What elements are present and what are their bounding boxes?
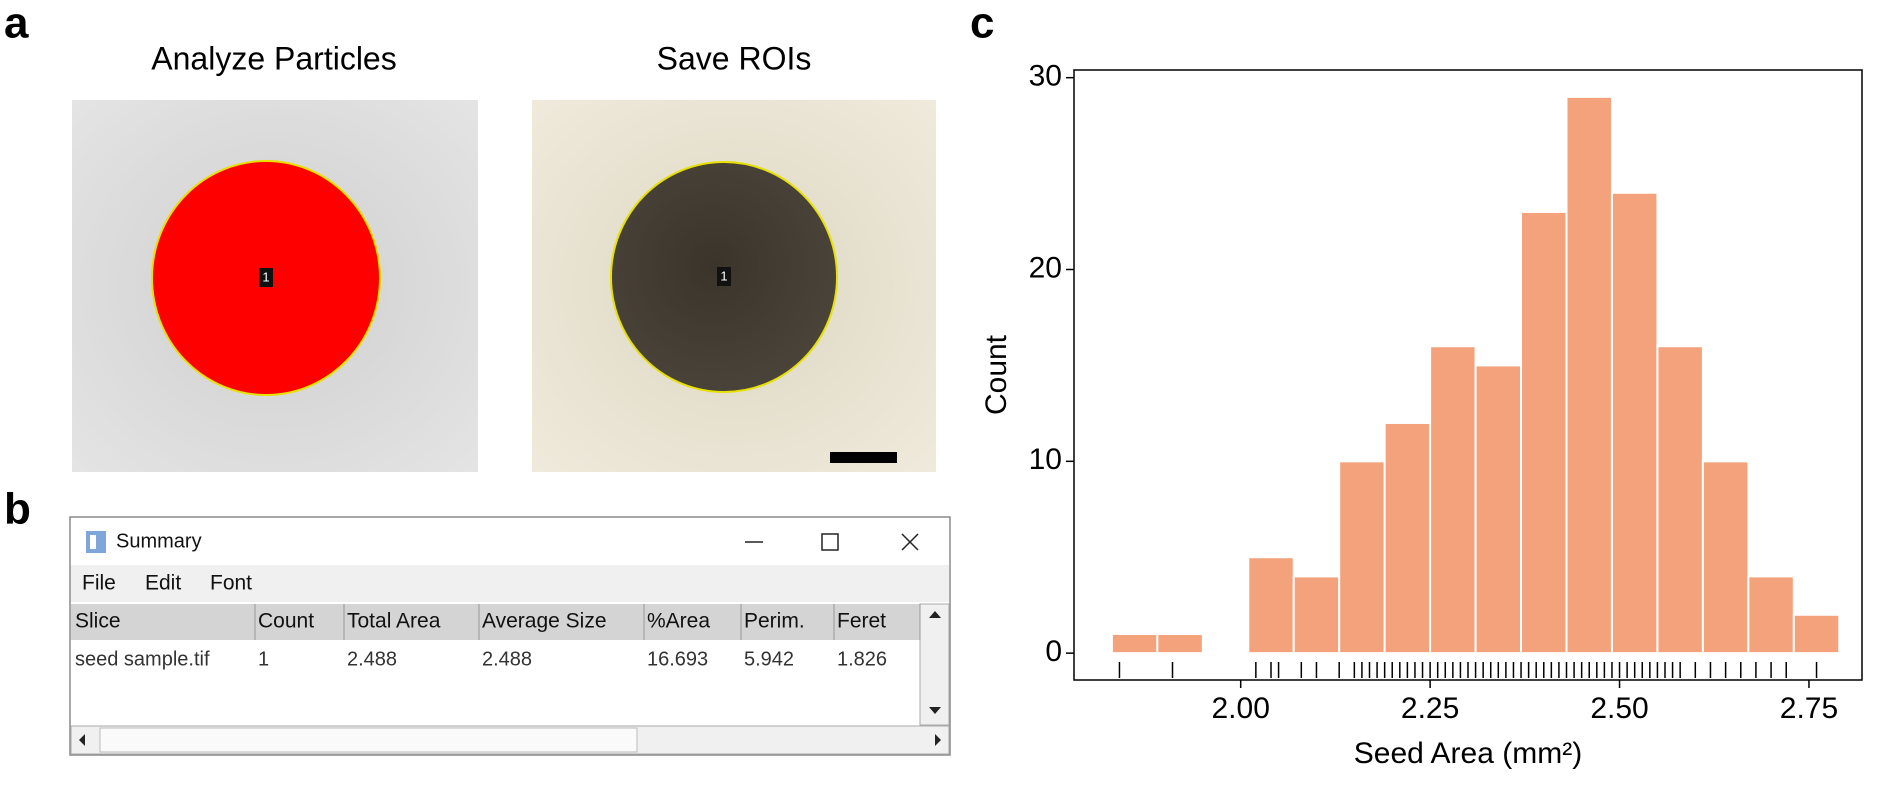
y-tick-label: 0 — [1045, 635, 1062, 668]
scroll-thumb[interactable] — [99, 727, 638, 753]
vertical-scrollbar[interactable] — [919, 603, 950, 726]
bar — [1156, 632, 1204, 655]
table-cell: 16.693 — [647, 648, 708, 670]
bar — [1656, 345, 1704, 655]
scale-bar — [830, 452, 897, 463]
bar — [1565, 95, 1613, 655]
panel-label: a — [4, 0, 29, 48]
column-header: Slice — [75, 610, 121, 633]
window-title: Summary — [116, 530, 202, 552]
bar — [1747, 575, 1795, 655]
x-tick-label: 2.00 — [1211, 692, 1269, 725]
image-title: Save ROIs — [657, 40, 812, 76]
y-tick-label: 10 — [1029, 443, 1062, 476]
bar — [1474, 364, 1523, 655]
roi-label-box — [259, 268, 273, 287]
bar — [1792, 613, 1841, 655]
x-axis-label: Seed Area (mm²) — [1354, 737, 1582, 770]
column-header: Count — [258, 610, 314, 633]
table-cell: 1 — [258, 648, 269, 670]
column-header: Feret — [837, 610, 886, 633]
menu-item: Edit — [145, 572, 181, 595]
bar — [1429, 345, 1477, 655]
close-button[interactable] — [901, 533, 919, 551]
roi-label: 1 — [262, 269, 269, 284]
bar — [1610, 191, 1659, 655]
bar — [1247, 556, 1295, 655]
scroll-up[interactable] — [929, 611, 941, 618]
scroll-down[interactable] — [929, 707, 941, 714]
app-icon — [90, 535, 96, 549]
menu-bar — [71, 565, 949, 602]
column-header: Average Size — [482, 610, 607, 633]
y-axis-label: Count — [980, 334, 1013, 415]
scroll-left[interactable] — [79, 734, 85, 746]
x-tick-label: 2.50 — [1590, 692, 1648, 725]
plot-frame — [1073, 69, 1863, 681]
column-header: %Area — [647, 610, 710, 633]
x-tick-label: 2.75 — [1780, 692, 1838, 725]
image-title: Analyze Particles — [151, 40, 396, 76]
bar — [1701, 460, 1750, 655]
panel-label: c — [970, 0, 994, 48]
table-cell: seed sample.tif — [75, 648, 210, 670]
column-header: Perim. — [744, 610, 805, 633]
panel-label: b — [4, 485, 31, 534]
summary-window: Summary — [69, 516, 951, 756]
maximize-button[interactable] — [821, 533, 839, 551]
roi-label-box — [717, 267, 731, 286]
table-cell: 1.826 — [837, 648, 887, 670]
table-header — [71, 604, 920, 640]
bar — [1520, 210, 1568, 655]
bar — [1110, 632, 1159, 655]
y-tick-label: 20 — [1029, 251, 1062, 284]
table-cell: 2.488 — [347, 648, 397, 670]
roi-label: 1 — [720, 268, 727, 283]
menu-item: File — [82, 572, 116, 595]
x-tick-label: 2.25 — [1401, 692, 1459, 725]
y-tick-label: 30 — [1029, 60, 1062, 93]
bar — [1383, 421, 1432, 655]
bar — [1338, 460, 1386, 655]
menu-item: Font — [210, 572, 252, 595]
table-cell: 5.942 — [744, 648, 794, 670]
table-cell: 2.488 — [482, 648, 532, 670]
bar — [1292, 575, 1341, 655]
scroll-right[interactable] — [935, 734, 941, 746]
column-header: Total Area — [347, 610, 441, 633]
